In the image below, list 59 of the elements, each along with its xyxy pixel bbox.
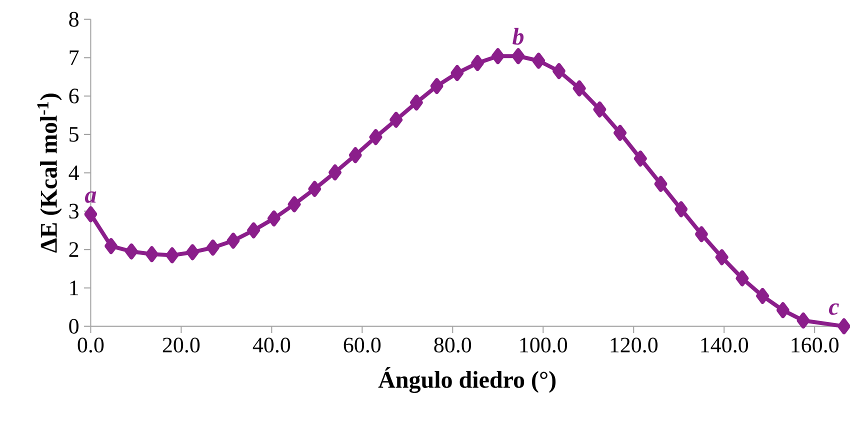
x-tick-label: 100.0 [520, 338, 568, 353]
point [756, 288, 770, 304]
x-tick-label: 20.0 [162, 338, 200, 353]
point [532, 52, 546, 69]
point [369, 129, 382, 146]
x-tick-label: 120.0 [610, 338, 658, 353]
point [390, 112, 403, 128]
y-tick-label: 0 [69, 318, 78, 334]
y-tick-label: 2 [69, 242, 78, 257]
x-tick-label: 60.0 [344, 338, 381, 353]
point [84, 206, 98, 222]
y-tick-label: 5 [70, 127, 78, 142]
point [674, 201, 688, 218]
point [736, 270, 749, 286]
point [796, 312, 810, 329]
x-tick-label: 160.0 [792, 338, 838, 353]
point [145, 246, 158, 262]
point [715, 249, 728, 266]
point [124, 243, 138, 260]
point [308, 180, 322, 197]
point [471, 55, 484, 72]
point [593, 101, 606, 118]
point [634, 150, 647, 167]
point [247, 222, 260, 238]
point [614, 124, 627, 141]
point [512, 48, 525, 64]
x-axis-title: Ángulo diedro (°) [378, 367, 556, 393]
point [491, 48, 504, 64]
point [694, 226, 708, 242]
point [186, 244, 200, 260]
y-tick-label: 4 [68, 166, 79, 180]
point [267, 210, 280, 226]
annotation: a [84, 191, 96, 203]
y-tick-label: 7 [70, 50, 79, 65]
x-tick-label: 140.0 [701, 338, 748, 353]
point [328, 164, 342, 180]
y-tick-label: 3 [69, 204, 78, 219]
point [104, 238, 118, 254]
annotation: c [828, 303, 839, 315]
point [430, 78, 444, 94]
point [226, 232, 240, 249]
y-tick-label: 1 [70, 280, 78, 296]
point [206, 240, 220, 256]
x-tick-label: 40.0 [252, 338, 290, 353]
point [450, 65, 464, 82]
y-tick-label: 8 [69, 12, 78, 27]
annotation: b [512, 28, 524, 45]
point [776, 302, 790, 318]
y-tick-label: 6 [69, 88, 79, 104]
point [166, 247, 179, 264]
y-axis-title: ΔE (Kcal mol$^{-1}$) [37, 94, 62, 253]
point [410, 94, 423, 111]
point [348, 147, 362, 164]
point [288, 196, 301, 212]
point [572, 80, 586, 96]
x-tick-label: 80.0 [434, 338, 472, 353]
point [654, 176, 668, 192]
point [552, 63, 566, 80]
x-tick-label: 0.0 [78, 338, 104, 353]
